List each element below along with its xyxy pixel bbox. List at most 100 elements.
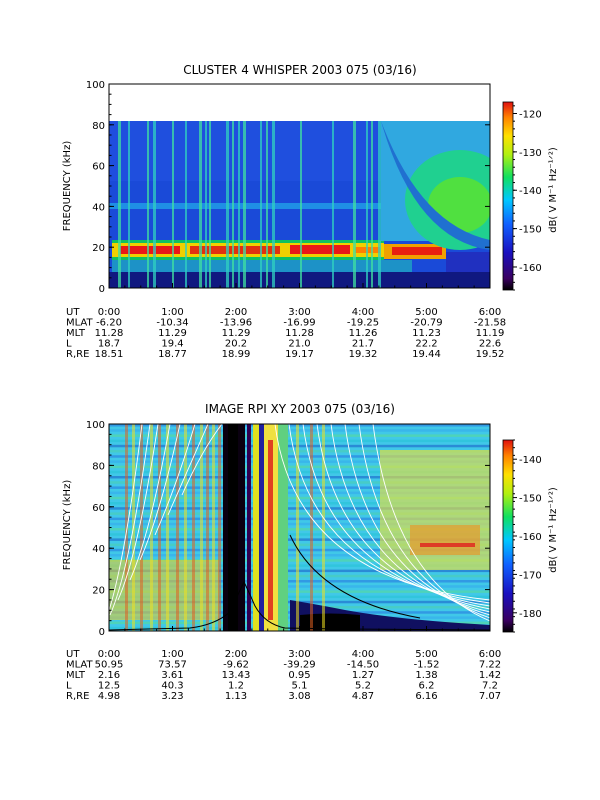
colorbar-tick-label: -150: [519, 494, 542, 505]
orbit-row-label: MLAT: [66, 318, 93, 329]
orbit-cell: -14.50: [347, 660, 379, 671]
orbit-cell: 3.08: [288, 691, 310, 702]
orbit-cell: 19.44: [412, 349, 441, 360]
panel2-axes: 0 20 40 60 80 100: [86, 420, 491, 638]
orbit-cell: 11.28: [95, 328, 124, 339]
orbit-cell: -20.79: [410, 318, 442, 329]
orbit-cell: 0.95: [288, 670, 310, 681]
orbit-cell: 21.7: [352, 339, 374, 350]
orbit-cell: 18.51: [95, 349, 124, 360]
orbit-cell: 1.38: [415, 670, 437, 681]
orbit-cell: 13.43: [222, 670, 251, 681]
orbit-cell: -16.99: [283, 318, 315, 329]
panel1-colorbar-label: dB( V M⁻¹ Hz⁻¹ᐟ²): [548, 147, 559, 233]
orbit-cell: 3.23: [161, 691, 183, 702]
orbit-cell: 19.52: [476, 349, 505, 360]
panel2-colorbar-label: dB( V M⁻¹ Hz⁻¹ᐟ²): [548, 487, 559, 573]
orbit-cell: 19.4: [161, 339, 183, 350]
orbit-cell: 2:00: [225, 307, 247, 318]
orbit-cell: 21.0: [288, 339, 310, 350]
orbit-cell: 11.29: [222, 328, 251, 339]
orbit-cell: -21.58: [474, 318, 506, 329]
orbit-row-label: MLT: [66, 670, 86, 681]
orbit-cell: 12.5: [98, 681, 120, 692]
colorbar-tick-label: -170: [519, 570, 542, 581]
orbit-row-label: R,RE: [66, 691, 89, 702]
orbit-cell: -1.52: [414, 660, 440, 671]
y-tick-label: 80: [92, 461, 105, 472]
orbit-cell: 0:00: [98, 649, 120, 660]
panel2-colorbar-ticks: -140 -150 -160 -170 -180: [513, 439, 542, 633]
orbit-cell: 1:00: [161, 649, 183, 660]
orbit-cell: 40.3: [161, 681, 183, 692]
colorbar-tick-label: -150: [519, 225, 542, 236]
orbit-cell: 19.17: [285, 349, 314, 360]
orbit-cell: 7.2: [482, 681, 498, 692]
orbit-cell: 50.95: [95, 660, 124, 671]
orbit-cell: 22.2: [415, 339, 437, 350]
orbit-cell: 1.2: [228, 681, 244, 692]
y-tick-label: 40: [92, 544, 105, 555]
orbit-cell: 1.42: [479, 670, 501, 681]
panel2-curves: [109, 424, 490, 622]
panel2-spectrogram: [109, 424, 490, 631]
orbit-cell: 6.16: [415, 691, 437, 702]
orbit-cell: 2:00: [225, 649, 247, 660]
orbit-cell: 1:00: [161, 307, 183, 318]
orbit-row-label: MLAT: [66, 660, 93, 671]
orbit-cell: 73.57: [158, 660, 187, 671]
orbit-cell: 1.27: [352, 670, 374, 681]
orbit-cell: 18.7: [98, 339, 120, 350]
colorbar-tick-label: -160: [519, 263, 542, 274]
panel2-ylabel: FREQUENCY (kHz): [62, 480, 73, 571]
panel1-streaks: [118, 121, 381, 288]
panel1-colorbar-ticks: -120 -130 -140 -150 -160: [513, 105, 542, 291]
panel2-colorbar: [502, 439, 514, 633]
orbit-cell: 4:00: [352, 649, 374, 660]
orbit-cell: 4.98: [98, 691, 120, 702]
colorbar-tick-label: -160: [519, 532, 542, 543]
colorbar-tick-label: -130: [519, 148, 542, 159]
orbit-cell: 22.6: [479, 339, 501, 350]
orbit-cell: 5.1: [292, 681, 308, 692]
orbit-cell: -39.29: [283, 660, 315, 671]
orbit-cell: 3.61: [161, 670, 183, 681]
orbit-cell: 1.13: [225, 691, 247, 702]
orbit-cell: 5.2: [355, 681, 371, 692]
panel1-axes: 0 20 40 60 80 100: [86, 80, 491, 295]
orbit-cell: 6.2: [419, 681, 435, 692]
orbit-cell: 2.16: [98, 670, 120, 681]
orbit-cell: -10.34: [156, 318, 188, 329]
orbit-cell: 11.28: [285, 328, 314, 339]
colorbar-tick-label: -140: [519, 455, 542, 466]
y-tick-label: 60: [92, 503, 105, 514]
orbit-cell: 3:00: [288, 307, 310, 318]
orbit-cell: 6:00: [479, 307, 501, 318]
orbit-cell: -6.20: [96, 318, 122, 329]
orbit-cell: 3:00: [288, 649, 310, 660]
orbit-cell: 18.77: [158, 349, 187, 360]
y-tick-label: 100: [86, 420, 105, 431]
orbit-cell: 7.22: [479, 660, 501, 671]
panel2-orbit-table: UTMLATMLTLR,RE0:0050.952.1612.54.981:007…: [66, 649, 501, 702]
y-tick-label: 40: [92, 202, 105, 213]
orbit-row-label: MLT: [66, 328, 86, 339]
panel1-title: CLUSTER 4 WHISPER 2003 075 (03/16): [183, 63, 416, 77]
orbit-cell: 5:00: [415, 649, 437, 660]
orbit-cell: 11.23: [412, 328, 441, 339]
y-tick-label: 0: [99, 627, 105, 638]
orbit-cell: 4:00: [352, 307, 374, 318]
orbit-cell: 19.32: [349, 349, 378, 360]
orbit-cell: 11.26: [349, 328, 378, 339]
panel1-orbit-table: UTMLATMLTLR,RE0:00-6.2011.2818.718.511:0…: [66, 307, 506, 360]
orbit-cell: 11.29: [158, 328, 187, 339]
orbit-cell: 7.07: [479, 691, 501, 702]
orbit-cell: 6:00: [479, 649, 501, 660]
orbit-cell: 18.99: [222, 349, 251, 360]
y-tick-label: 60: [92, 162, 105, 173]
orbit-row-label: UT: [66, 649, 80, 660]
y-tick-label: 20: [92, 243, 105, 254]
panel1-colorbar: [502, 101, 514, 291]
orbit-cell: 4.87: [352, 691, 374, 702]
